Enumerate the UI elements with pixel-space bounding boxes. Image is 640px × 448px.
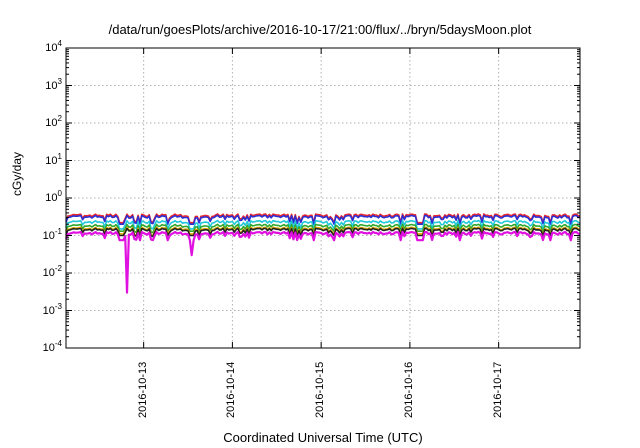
x-axis-label: Coordinated Universal Time (UTC): [223, 430, 423, 445]
y-tick-label: 10-1: [42, 226, 62, 242]
x-tick-label: 2016-10-17: [491, 361, 504, 418]
chart-title: /data/run/goesPlots/archive/2016-10-17/2…: [108, 22, 532, 37]
x-tick-label: 2016-10-14: [225, 361, 238, 418]
y-axis-label: cGy/day: [10, 151, 24, 196]
series-line-4: [65, 223, 581, 234]
y-tick-label: 10-3: [42, 301, 62, 317]
series-line-3: [65, 219, 581, 230]
series-line-2: [65, 214, 581, 225]
x-tick-label: 2016-10-13: [136, 361, 149, 418]
y-tick-label: 104: [45, 39, 62, 54]
y-tick-label: 102: [45, 114, 62, 129]
series-line-6: [65, 227, 581, 238]
x-tick-label: 2016-10-15: [314, 361, 327, 418]
y-tick-label: 100: [45, 189, 62, 204]
series-line-7: [64, 230, 581, 294]
y-tick-label: 103: [45, 76, 62, 92]
y-tick-label: 101: [45, 151, 62, 167]
x-tick-label: 2016-10-16: [402, 361, 415, 418]
y-tick-label: 10-4: [42, 339, 62, 354]
y-tick-label: 10-2: [42, 264, 62, 279]
